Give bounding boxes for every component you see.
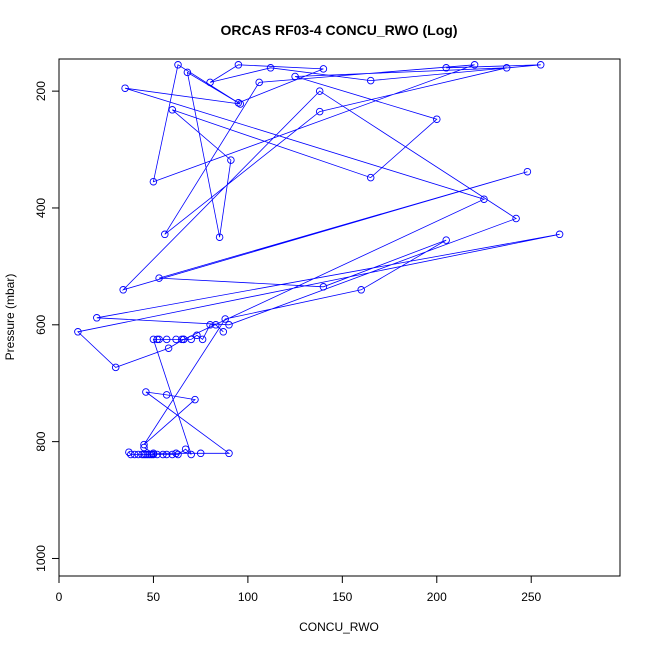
data-point [236,100,245,108]
data-point [174,61,182,69]
x-tick-label: 50 [147,590,161,604]
x-tick-label: 100 [238,590,258,604]
data-point [227,156,235,164]
data-point [315,87,324,95]
x-tick-label: 200 [427,590,447,604]
data-point [153,450,161,459]
data-point [234,99,243,107]
data-point [315,107,324,116]
data-point [153,335,161,344]
data-point [174,450,182,459]
data-point [162,450,171,459]
data-point [523,167,532,176]
data-point [74,328,82,336]
series-line [128,324,224,455]
data-point [187,450,195,459]
data-point [130,450,139,459]
data-point [470,61,479,69]
data-point [168,106,177,114]
data-point [225,449,233,458]
data-point [149,450,158,459]
data-point [291,72,299,81]
data-point [162,335,171,344]
y-axis: 200 400 600 800 1000 [34,81,60,572]
data-point [198,335,207,344]
series-line [77,64,560,454]
data-point [111,363,120,372]
x-tick-label: 150 [332,590,352,604]
data-point [142,388,150,396]
data-point [155,274,163,282]
data-point [181,445,190,453]
data-point [234,61,243,69]
data-point [172,335,180,344]
data-point [159,450,167,459]
data-point [134,450,143,459]
data-point [168,450,177,459]
data-point [502,64,511,72]
data-point [225,321,233,329]
data-point [144,450,152,459]
series-2 [125,321,228,459]
series-1 [74,61,564,458]
data-point [187,335,195,344]
data-point [191,395,199,404]
data-point [149,177,158,186]
data-point [196,449,205,458]
data-point [161,230,169,239]
x-axis-label: CONCU_RWO [299,620,379,634]
data-point [212,321,220,329]
data-point [193,331,201,340]
y-tick-label: 200 [34,81,48,101]
data-point [319,283,328,291]
data-point [206,321,214,329]
x-axis: 0 50 100 150 200 250 [56,575,542,604]
y-tick-label: 600 [34,314,48,334]
data-point [442,236,450,244]
data-point [319,65,328,73]
data-point [266,64,275,72]
y-tick-label: 800 [34,431,48,451]
data-point [93,314,101,322]
data-point [162,391,171,399]
x-tick-label: 250 [521,590,541,604]
data-point [142,450,150,459]
data-point [480,195,488,203]
data-point [138,450,146,459]
data-point [145,450,154,459]
y-tick-label: 400 [34,198,48,218]
data-point [147,450,156,459]
x-tick-label: 0 [56,590,63,604]
data-point [206,78,214,87]
data-point [255,78,263,87]
data-point [179,335,188,344]
data-point [140,440,148,449]
y-axis-label: Pressure (mbar) [3,274,17,361]
data-point [366,76,375,85]
y-tick-label: 1000 [34,545,48,572]
data-point [366,173,375,182]
data-point [119,286,127,294]
data-point [221,315,229,323]
series-layer [74,61,564,459]
data-point [183,68,192,77]
data-point [127,450,135,459]
data-point [149,335,158,344]
data-point [512,214,520,223]
data-point [215,233,224,241]
data-point [442,64,450,72]
data-point [164,344,173,352]
data-point [140,450,148,459]
data-point [155,335,163,344]
data-point [121,84,129,92]
data-point [433,115,441,123]
data-point [219,328,228,336]
data-point [536,61,545,69]
data-point [555,230,564,239]
chart-title: ORCAS RF03-4 CONCU_RWO (Log) [221,22,458,38]
data-point [357,286,365,294]
data-point [178,335,186,344]
